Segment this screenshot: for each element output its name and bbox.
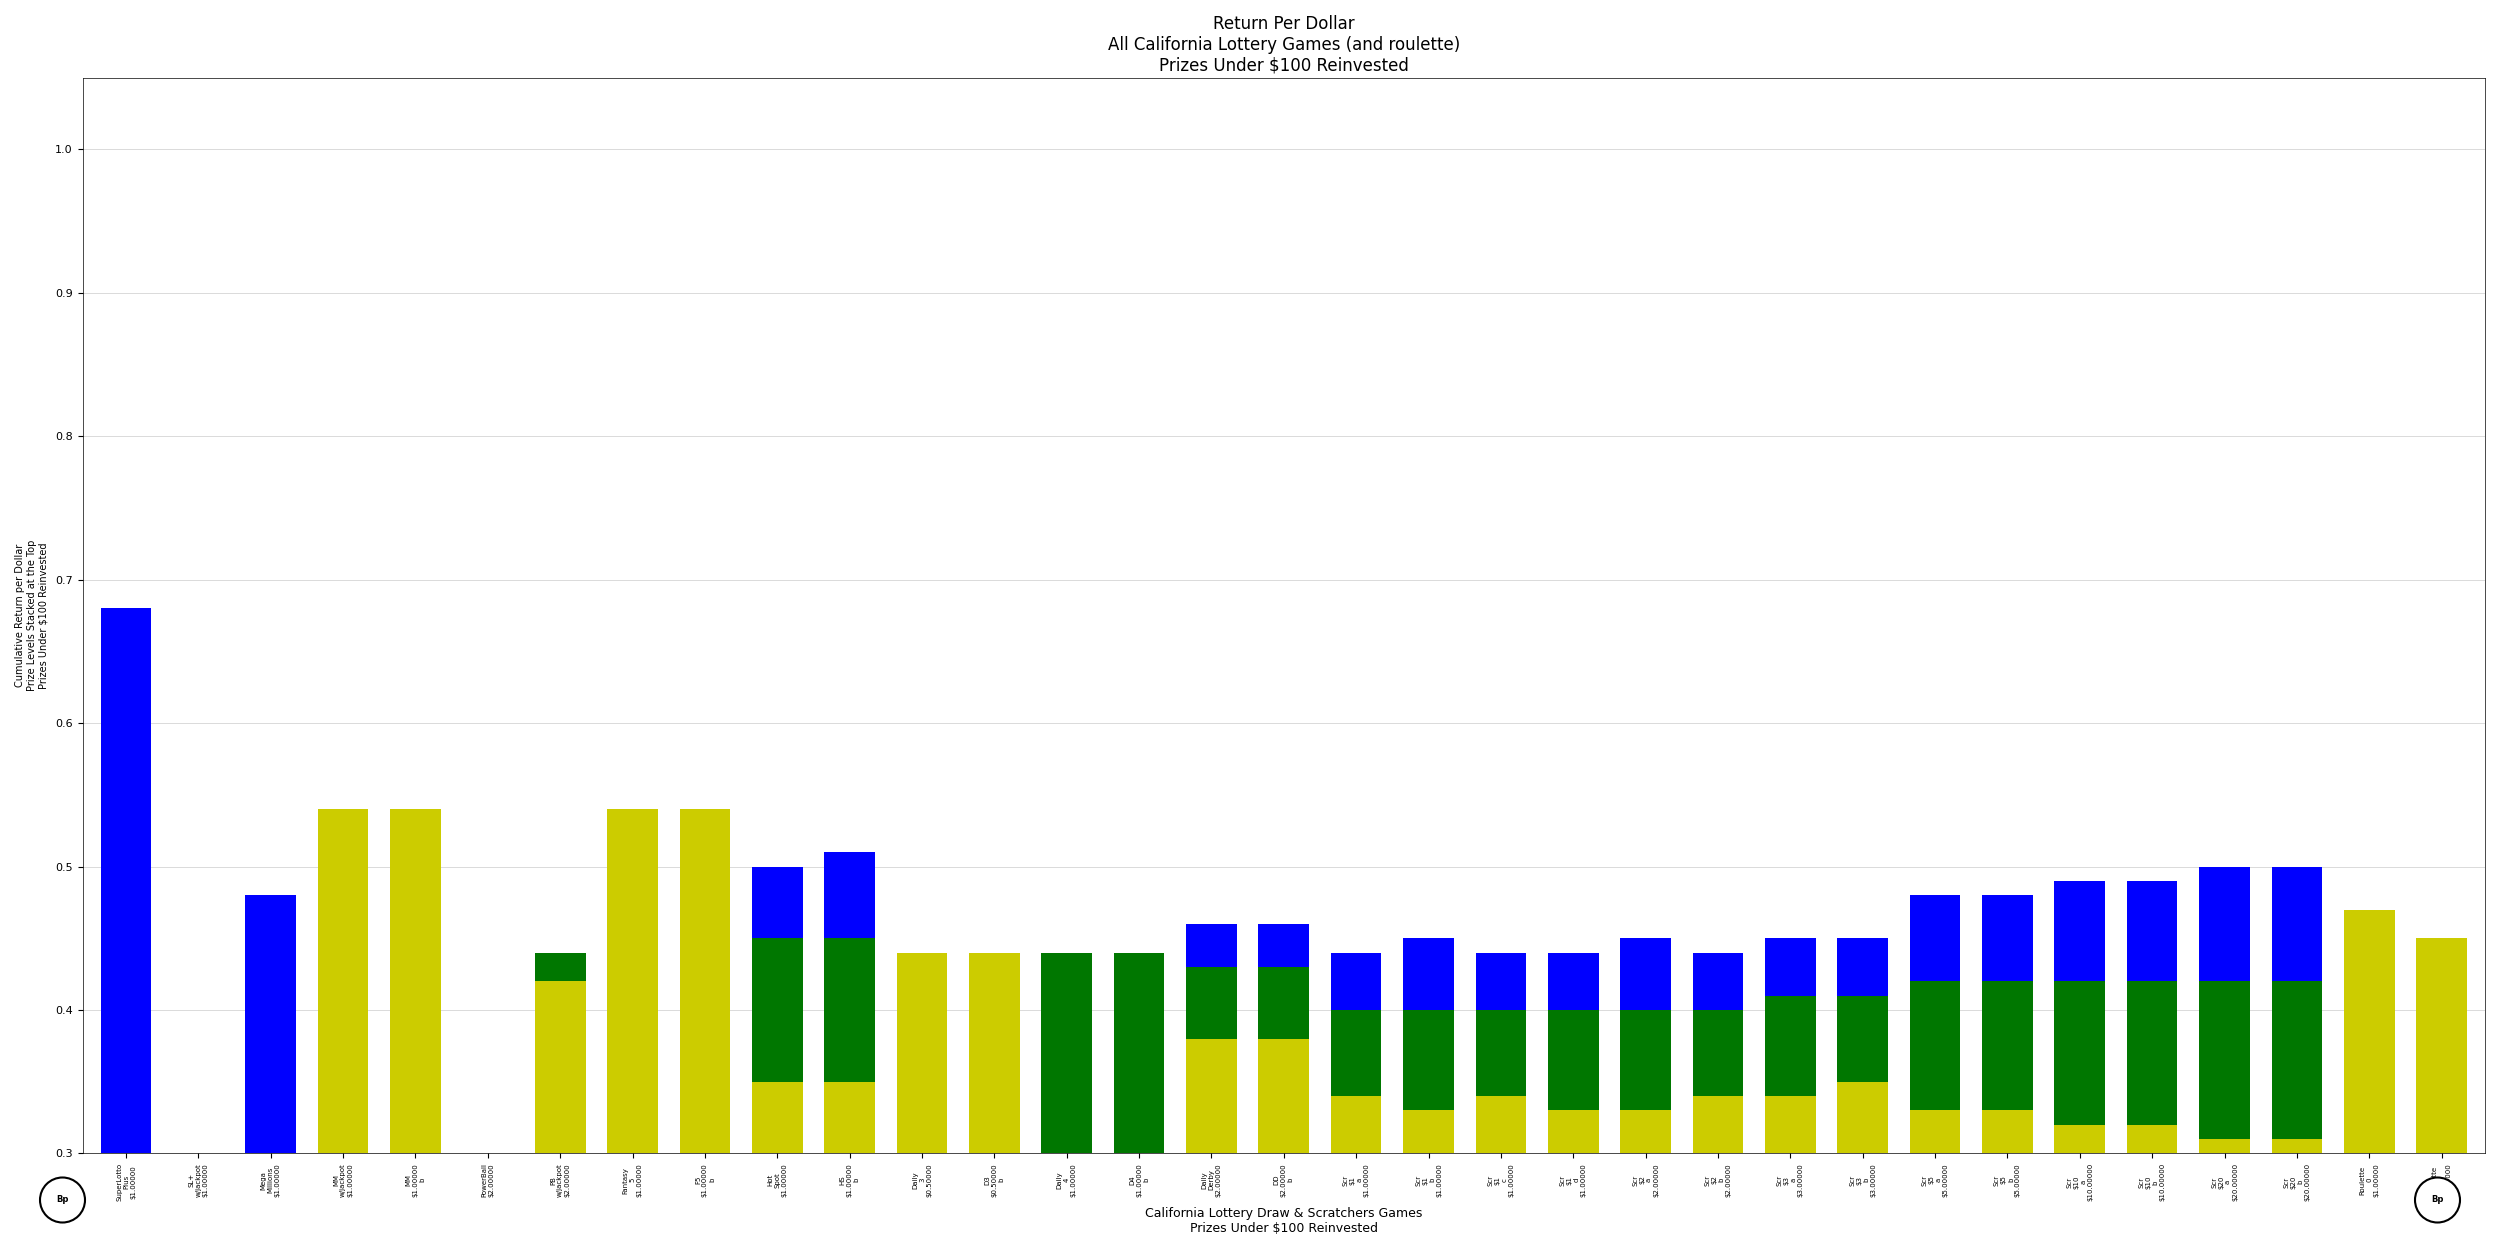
Bar (1765, 939, 1815, 996)
Bar (1982, 895, 2032, 981)
Bar (825, 939, 875, 1081)
Bar (1403, 1010, 1455, 1110)
Bar (1258, 924, 1310, 968)
Text: Bp: Bp (58, 1195, 68, 1205)
Bar (825, 853, 875, 939)
Bar (1548, 952, 1598, 1010)
Bar (970, 952, 1020, 1250)
Bar (2200, 1139, 2250, 1250)
Bar (1258, 968, 1310, 1039)
Title: Return Per Dollar
All California Lottery Games (and roulette)
Prizes Under $100 : Return Per Dollar All California Lottery… (1108, 15, 1460, 75)
Bar (1982, 981, 2032, 1110)
Bar (1185, 924, 1238, 968)
Bar (1258, 1039, 1310, 1250)
Bar (1330, 952, 1382, 1010)
Bar (2128, 981, 2178, 1125)
Bar (2272, 1139, 2322, 1250)
Bar (2128, 881, 2178, 981)
Bar (1403, 939, 1455, 1010)
Bar (1475, 1096, 1525, 1250)
Bar (318, 809, 368, 1250)
Bar (898, 952, 948, 1250)
Bar (825, 1081, 875, 1250)
Bar (1838, 996, 1888, 1081)
Bar (1910, 895, 1960, 981)
Bar (1330, 1010, 1382, 1096)
Bar (2272, 866, 2322, 981)
Y-axis label: Cumulative Return per Dollar
Prize Levels Stacked at the Top
Prizes Under $100 R: Cumulative Return per Dollar Prize Level… (15, 540, 48, 691)
Bar (1620, 1010, 1670, 1110)
Bar (1185, 968, 1238, 1039)
Bar (752, 1081, 802, 1250)
Bar (1838, 939, 1888, 996)
Bar (1620, 939, 1670, 1010)
Bar (680, 809, 730, 1250)
Bar (752, 866, 802, 939)
Bar (1838, 1081, 1888, 1250)
Bar (390, 809, 440, 1250)
Bar (1693, 1010, 1742, 1096)
X-axis label: California Lottery Draw & Scratchers Games
Prizes Under $100 Reinvested: California Lottery Draw & Scratchers Gam… (1145, 1208, 1422, 1235)
Bar (1620, 1110, 1670, 1250)
Bar (535, 952, 585, 981)
Bar (1910, 981, 1960, 1110)
Bar (2128, 1125, 2178, 1250)
Bar (1910, 1110, 1960, 1250)
Bar (2055, 981, 2105, 1125)
Bar (2055, 881, 2105, 981)
Bar (752, 939, 802, 1081)
Circle shape (2415, 1178, 2460, 1222)
Bar (1765, 1096, 1815, 1250)
Bar (1548, 1110, 1598, 1250)
Bar (1475, 952, 1525, 1010)
Bar (1403, 1110, 1455, 1250)
Bar (1693, 1096, 1742, 1250)
Bar (1475, 1010, 1525, 1096)
Bar (2418, 939, 2468, 1250)
Bar (535, 981, 585, 1250)
Bar (1330, 1096, 1382, 1250)
Circle shape (40, 1178, 85, 1222)
Bar (2055, 1125, 2105, 1250)
Bar (2272, 981, 2322, 1139)
Bar (100, 609, 152, 1250)
Bar (1548, 1010, 1598, 1110)
Bar (1982, 1110, 2032, 1250)
Bar (1693, 952, 1742, 1010)
Bar (1042, 952, 1092, 1250)
Bar (1185, 1039, 1238, 1250)
Bar (2200, 981, 2250, 1139)
Bar (608, 809, 658, 1250)
Text: Bp: Bp (2432, 1195, 2442, 1205)
Bar (1765, 996, 1815, 1096)
Bar (2200, 866, 2250, 981)
Bar (2345, 910, 2395, 1250)
Bar (245, 895, 295, 1250)
Bar (1115, 952, 1165, 1250)
